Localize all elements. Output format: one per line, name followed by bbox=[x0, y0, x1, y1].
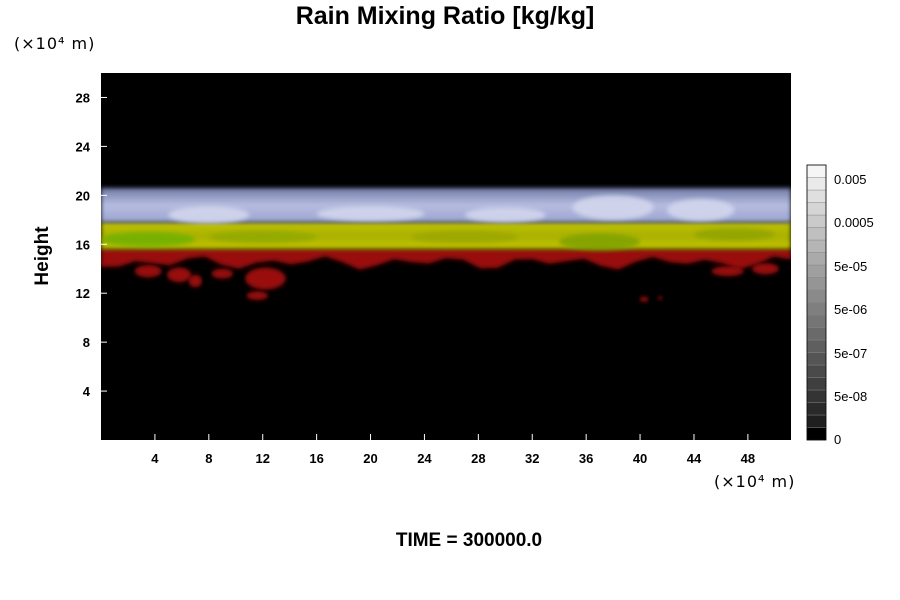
y-tick-label: 24 bbox=[76, 139, 91, 154]
colorbar-cell bbox=[806, 189, 827, 203]
colorbar-cell bbox=[806, 402, 827, 416]
colorbar-cell bbox=[806, 352, 827, 366]
colorbar-cell bbox=[806, 364, 827, 378]
x-tick-label: 16 bbox=[309, 451, 323, 466]
layer-lower bbox=[101, 249, 791, 270]
rain-cell bbox=[245, 267, 286, 290]
x-tick-label: 36 bbox=[579, 451, 593, 466]
y-tick-label: 8 bbox=[83, 335, 90, 350]
colorbar-label: 0.005 bbox=[834, 172, 867, 187]
colorbar-cell bbox=[806, 302, 827, 316]
colorbar-frame bbox=[806, 164, 827, 441]
colorbar-cell bbox=[806, 339, 827, 353]
layer-middle-texture bbox=[410, 230, 519, 244]
colorbar-label: 5e-06 bbox=[834, 302, 867, 317]
y-tick-label: 12 bbox=[76, 286, 90, 301]
colorbar-cell bbox=[806, 314, 827, 328]
x-axis-unit: (×10⁴ m) bbox=[714, 472, 796, 491]
colorbar-cell bbox=[806, 239, 827, 253]
layer-middle-texture bbox=[559, 233, 641, 251]
colorbar-cell bbox=[806, 227, 827, 241]
layer-upper-texture bbox=[572, 195, 654, 220]
rain-cell bbox=[639, 296, 649, 302]
colorbar-cell bbox=[806, 277, 827, 291]
x-tick-label: 40 bbox=[633, 451, 647, 466]
y-axis-unit: (×10⁴ m) bbox=[14, 34, 96, 53]
colorbar-cell bbox=[806, 214, 827, 228]
colorbar-label: 5e-05 bbox=[834, 259, 867, 274]
rain-cell bbox=[188, 274, 203, 288]
layer-upper-texture bbox=[168, 206, 250, 224]
x-tick-label: 28 bbox=[471, 451, 485, 466]
x-tick-label: 24 bbox=[417, 451, 432, 466]
colorbar-cell bbox=[806, 414, 827, 428]
colorbar-cell bbox=[806, 289, 827, 303]
y-tick-label: 16 bbox=[76, 237, 90, 252]
colorbar-cell bbox=[806, 202, 827, 216]
y-tick-label: 20 bbox=[76, 188, 90, 203]
layer-upper-texture bbox=[667, 199, 735, 222]
colorbar-label: 5e-07 bbox=[834, 346, 867, 361]
chart-title: Rain Mixing Ratio [kg/kg] bbox=[295, 2, 595, 30]
x-tick-label: 4 bbox=[151, 451, 159, 466]
colorbar-label: 0.0005 bbox=[834, 215, 874, 230]
rain-cell bbox=[134, 265, 162, 278]
rain-cell bbox=[211, 268, 234, 279]
colorbar-cell bbox=[806, 427, 827, 441]
y-axis: 4 8 12 16 20 24 28 bbox=[76, 90, 107, 399]
colorbar-cell bbox=[806, 389, 827, 403]
layer-middle-texture bbox=[208, 230, 317, 244]
x-tick-label: 8 bbox=[205, 451, 212, 466]
rain-cell bbox=[246, 291, 269, 300]
layer-middle-texture bbox=[693, 228, 775, 241]
layer-middle-texture bbox=[101, 232, 196, 247]
rain-cell bbox=[711, 266, 744, 277]
colorbar-cell bbox=[806, 327, 827, 341]
x-tick-label: 32 bbox=[525, 451, 539, 466]
colorbar-label: 0 bbox=[834, 432, 841, 447]
colorbar: 0.005 0.0005 5e-05 5e-06 5e-07 5e-08 0 bbox=[806, 164, 874, 447]
y-tick-label: 4 bbox=[83, 384, 91, 399]
x-tick-label: 48 bbox=[741, 451, 755, 466]
layer-upper-texture bbox=[464, 207, 546, 223]
y-tick-label: 28 bbox=[76, 90, 90, 105]
x-tick-label: 12 bbox=[255, 451, 269, 466]
rain-field bbox=[101, 187, 791, 302]
colorbar-cell bbox=[806, 177, 827, 191]
layer-upper-texture bbox=[316, 206, 425, 222]
colorbar-cell bbox=[806, 164, 827, 178]
x-axis: 4 8 12 16 20 24 28 32 36 40 44 48 bbox=[151, 434, 755, 466]
rain-cell bbox=[751, 263, 779, 275]
colorbar-label: 5e-08 bbox=[834, 389, 867, 404]
colorbar-cell bbox=[806, 264, 827, 278]
x-tick-label: 44 bbox=[687, 451, 702, 466]
x-tick-label: 20 bbox=[363, 451, 377, 466]
rain-cell bbox=[167, 267, 192, 283]
time-label: TIME = 300000.0 bbox=[395, 530, 543, 551]
colorbar-cell bbox=[806, 252, 827, 266]
rain-cell bbox=[657, 296, 663, 300]
colorbar-cell bbox=[806, 377, 827, 391]
